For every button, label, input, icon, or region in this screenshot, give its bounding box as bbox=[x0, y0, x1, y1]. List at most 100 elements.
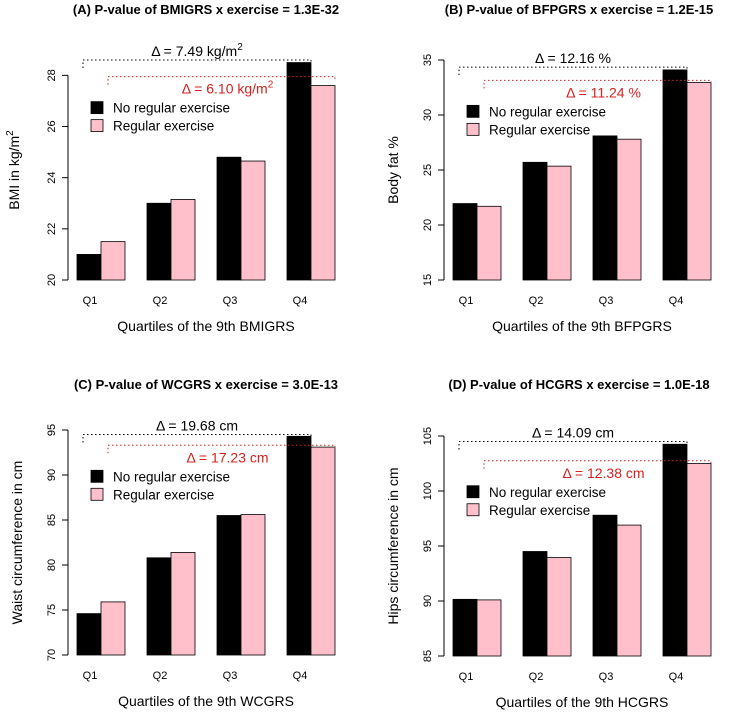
delta-no-exercise-text: Δ = 12.16 % bbox=[535, 50, 611, 66]
delta-no-exercise-label: Δ = 19.68 cm bbox=[156, 418, 238, 434]
x-tick-label: Q2 bbox=[529, 295, 544, 307]
legend-swatch-no-exercise bbox=[90, 101, 104, 115]
y-tick-label: 80 bbox=[46, 559, 58, 571]
x-axis-label: Quartiles of the 9th BFPGRS bbox=[492, 318, 672, 334]
x-tick-label: Q4 bbox=[669, 295, 684, 307]
bar-no-exercise-q1 bbox=[452, 598, 478, 657]
bar-no-exercise-q3 bbox=[216, 156, 242, 281]
delta-no-exercise-line bbox=[458, 441, 688, 450]
delta-exercise-line bbox=[483, 79, 712, 89]
legend: No regular exercise Regular exercise bbox=[466, 485, 606, 518]
y-tick-label: 24 bbox=[46, 172, 58, 184]
legend-swatch-exercise bbox=[90, 487, 104, 501]
legend-swatch-exercise bbox=[466, 503, 480, 517]
delta-no-exercise-text: Δ = 19.68 cm bbox=[156, 418, 238, 434]
y-tick-label: 85 bbox=[46, 514, 58, 526]
delta-no-exercise-label: Δ = 7.49 kg/m2 bbox=[151, 42, 243, 59]
legend: No regular exercise Regular exercise bbox=[90, 469, 230, 502]
y-tick-label: 75 bbox=[46, 604, 58, 616]
x-tick-label: Q3 bbox=[223, 670, 238, 682]
y-tick-label: 20 bbox=[46, 274, 58, 286]
legend-label-no-exercise: No regular exercise bbox=[113, 101, 230, 116]
legend-label-exercise: Regular exercise bbox=[113, 487, 214, 502]
x-tick-label: Q1 bbox=[459, 295, 474, 307]
legend-label-no-exercise: No regular exercise bbox=[113, 469, 230, 484]
x-tick-label: Q2 bbox=[153, 295, 168, 307]
bar-exercise-q2 bbox=[170, 199, 196, 281]
legend: No regular exercise Regular exercise bbox=[466, 104, 606, 137]
legend-label-exercise: Regular exercise bbox=[113, 119, 214, 134]
x-axis-label: Quartiles of the 9th HCGRS bbox=[496, 694, 669, 710]
bar-no-exercise-q1 bbox=[76, 613, 102, 656]
y-tick-label: 105 bbox=[422, 427, 434, 445]
x-tick-label: Q4 bbox=[669, 671, 684, 683]
bar-exercise-q4 bbox=[310, 85, 336, 281]
legend-label-no-exercise: No regular exercise bbox=[489, 104, 606, 119]
bar-no-exercise-q4 bbox=[662, 443, 688, 657]
y-tick-label: 100 bbox=[422, 482, 434, 500]
delta-no-exercise-label: Δ = 12.16 % bbox=[535, 50, 611, 66]
x-axis-label: Quartiles of the 9th BMIGRS bbox=[117, 318, 294, 334]
legend: No regular exercise Regular exercise bbox=[90, 101, 230, 134]
y-tick-label: 85 bbox=[422, 650, 434, 662]
bar-exercise-q2 bbox=[546, 165, 572, 281]
bar-exercise-q4 bbox=[310, 446, 336, 656]
delta-exercise-label: Δ = 6.10 kg/m2 bbox=[182, 80, 274, 97]
delta-no-exercise-line bbox=[82, 59, 312, 68]
delta-exercise-text: Δ = 12.38 cm bbox=[562, 465, 644, 481]
panel-2: (B) P-value of BFPGRS x exercise = 1.2E-… bbox=[385, 2, 713, 334]
bar-no-exercise-q2 bbox=[146, 202, 172, 281]
legend-swatch-exercise bbox=[90, 119, 104, 133]
panel-title: (C) P-value of WCGRS x exercise = 3.0E-1… bbox=[74, 377, 338, 392]
bar-no-exercise-q1 bbox=[452, 203, 478, 281]
bar-exercise-q1 bbox=[476, 599, 502, 657]
y-tick-label: 30 bbox=[422, 109, 434, 121]
panel-title: (B) P-value of BFPGRS x exercise = 1.2E-… bbox=[445, 2, 713, 17]
y-tick-label: 26 bbox=[46, 120, 58, 132]
delta-no-exercise-label: Δ = 14.09 cm bbox=[532, 425, 614, 441]
panel-title: (D) P-value of HCGRS x exercise = 1.0E-1… bbox=[448, 377, 709, 392]
bar-exercise-q1 bbox=[476, 205, 502, 281]
delta-exercise-text: Δ = 11.24 % bbox=[566, 84, 641, 100]
x-tick-label: Q3 bbox=[223, 295, 238, 307]
panel-title: (A) P-value of BMIGRS x exercise = 1.3E-… bbox=[73, 2, 339, 17]
legend-swatch-no-exercise bbox=[466, 485, 480, 499]
bar-no-exercise-q2 bbox=[522, 551, 548, 657]
y-axis-label: Waist circumference in cm bbox=[9, 461, 25, 625]
y-axis-label: BMI in kg/m2 bbox=[5, 130, 22, 210]
legend-label-exercise: Regular exercise bbox=[489, 122, 590, 137]
y-axis-label-text: Body fat % bbox=[385, 136, 401, 204]
bar-exercise-q1 bbox=[100, 601, 126, 656]
bar-exercise-q2 bbox=[546, 557, 572, 657]
x-tick-label: Q3 bbox=[599, 671, 614, 683]
panel-3: (C) P-value of WCGRS x exercise = 3.0E-1… bbox=[9, 377, 338, 709]
x-tick-label: Q1 bbox=[83, 295, 98, 307]
y-tick-label: 95 bbox=[46, 424, 58, 436]
bar-no-exercise-q3 bbox=[592, 135, 618, 281]
legend-swatch-no-exercise bbox=[466, 104, 480, 118]
y-tick-label: 28 bbox=[46, 69, 58, 81]
y-tick-label: 20 bbox=[422, 219, 434, 231]
bar-exercise-q3 bbox=[240, 514, 266, 656]
y-tick-label: 70 bbox=[46, 649, 58, 661]
bar-no-exercise-q4 bbox=[286, 62, 312, 281]
y-tick-label: 90 bbox=[46, 469, 58, 481]
delta-exercise-label: Δ = 12.38 cm bbox=[562, 465, 644, 481]
x-tick-label: Q2 bbox=[529, 671, 544, 683]
panel-1: (A) P-value of BMIGRS x exercise = 1.3E-… bbox=[5, 2, 339, 334]
x-tick-label: Q1 bbox=[83, 670, 98, 682]
bar-no-exercise-q2 bbox=[522, 161, 548, 281]
delta-exercise-line bbox=[107, 76, 336, 85]
bar-no-exercise-q3 bbox=[592, 514, 618, 657]
delta-exercise-text: Δ = 17.23 cm bbox=[186, 449, 268, 465]
x-tick-label: Q4 bbox=[293, 670, 308, 682]
delta-exercise-sup: 2 bbox=[268, 80, 274, 91]
bar-no-exercise-q2 bbox=[146, 557, 172, 656]
x-tick-label: Q1 bbox=[459, 671, 474, 683]
y-axis-label-text: Waist circumference in cm bbox=[9, 461, 25, 625]
y-tick-label: 95 bbox=[422, 540, 434, 552]
y-tick-label: 35 bbox=[422, 54, 434, 66]
legend-label-no-exercise: No regular exercise bbox=[489, 485, 606, 500]
y-tick-label: 15 bbox=[422, 274, 434, 286]
